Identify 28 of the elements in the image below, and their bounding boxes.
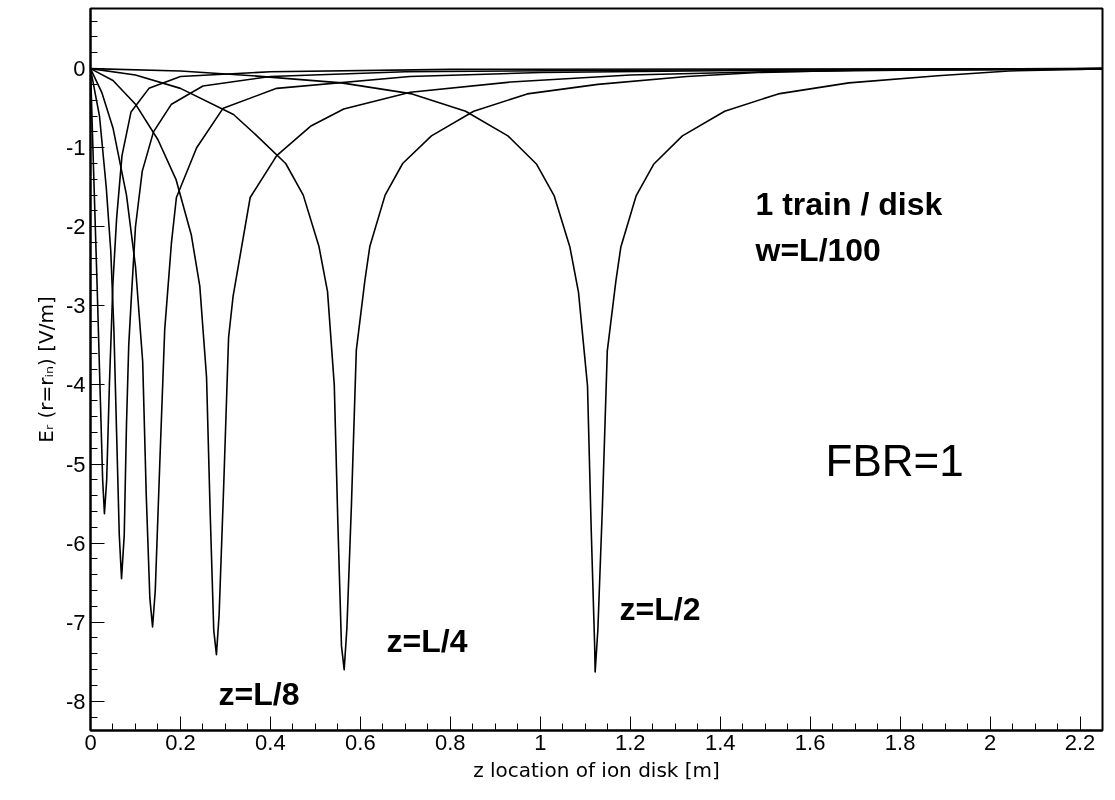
y-tick-label: -1 [65, 135, 86, 161]
x-tick-label: 1.8 [884, 729, 916, 755]
y-tick-label: -6 [65, 530, 86, 556]
x-tick-label: 0.2 [165, 729, 196, 755]
x-tick-label: 0.8 [435, 729, 466, 755]
y-tick-label: -3 [65, 293, 86, 319]
x-tick-label: 0.6 [345, 729, 376, 755]
x-tick-label: 1.4 [704, 729, 736, 755]
annotation: z=L/2 [619, 590, 701, 627]
annotation: 1 train / disk [755, 185, 943, 222]
x-tick-label: 2 [983, 729, 997, 755]
annotation: w=L/100 [754, 231, 881, 268]
annotation: z=L/4 [386, 622, 468, 659]
x-tick-label: 1.2 [614, 729, 646, 755]
y-tick-label: 0 [73, 56, 86, 82]
annotation: FBR=1 [825, 436, 964, 485]
x-tick-label: 0.4 [255, 729, 286, 755]
x-tick-label: 2.2 [1064, 729, 1096, 755]
x-tick-label: 1.6 [794, 729, 826, 755]
y-tick-label: -2 [65, 214, 86, 240]
y-tick-label: -8 [65, 688, 86, 714]
y-tick-label: -7 [65, 609, 86, 635]
x-tick-label: 1 [534, 729, 547, 755]
y-axis-title: Eᵣ (r=rᵢₙ) [V/m] [33, 296, 58, 443]
y-tick-label: -4 [65, 372, 86, 398]
y-tick-label: -5 [65, 451, 86, 477]
annotation: z=L/8 [218, 675, 300, 712]
x-axis-title: z location of ion disk [m] [473, 757, 720, 782]
